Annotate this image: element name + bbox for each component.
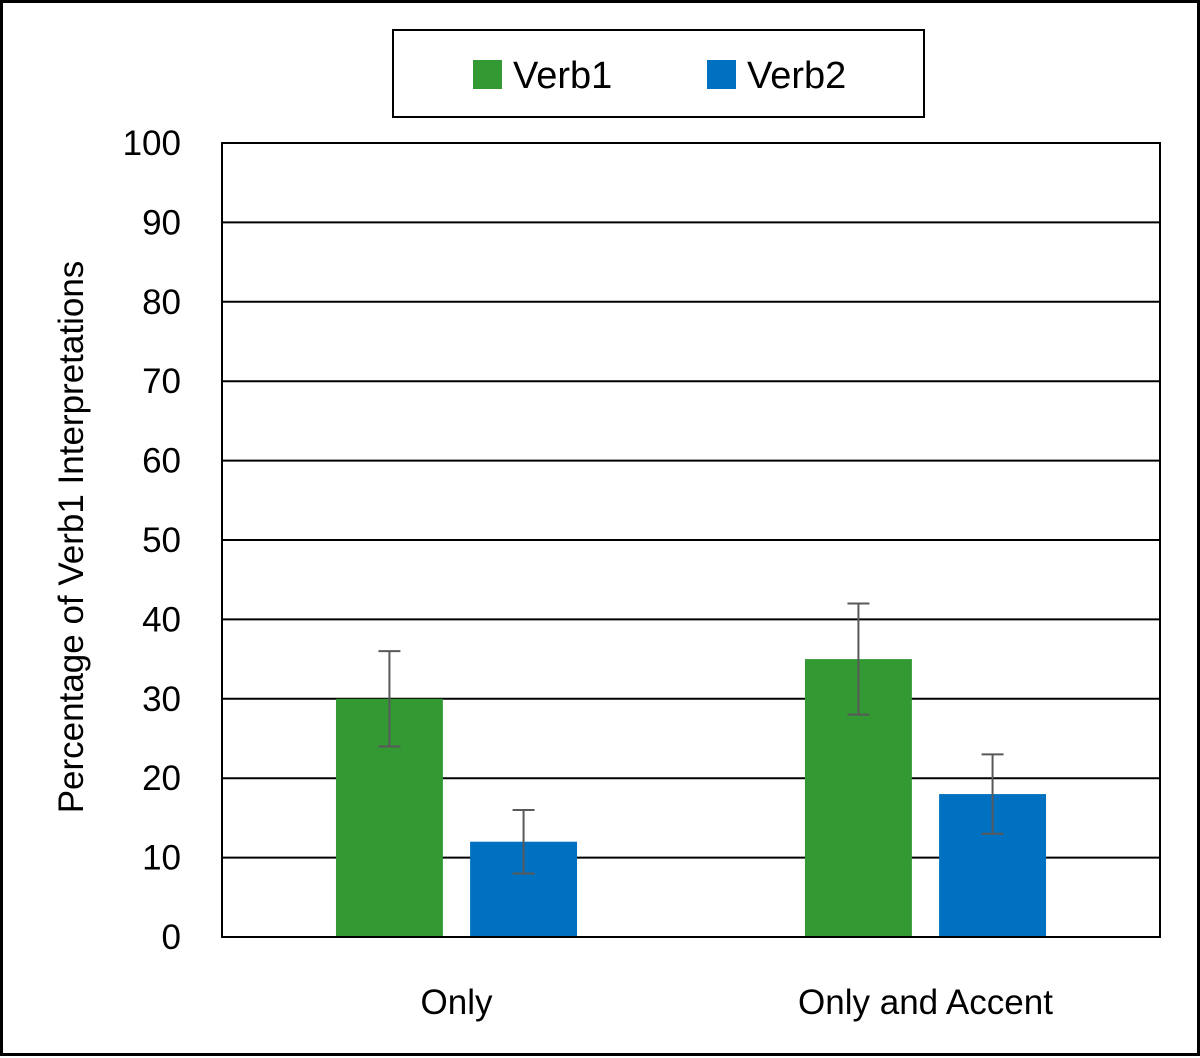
y-tick-label-70: 70 xyxy=(142,362,181,401)
plot-area-border xyxy=(221,142,1161,938)
x-tick-labels: Only Only and Accent xyxy=(421,983,1054,1022)
legend-label-verb1: Verb1 xyxy=(513,55,612,97)
bar-chart: Verb1 Verb2 Percentage of Verb1 Interpre… xyxy=(52,29,1161,1022)
y-tick-label-90: 90 xyxy=(142,203,181,242)
y-tick-labels: 0 10 20 30 40 50 60 70 80 90 100 xyxy=(123,124,181,957)
error-bar-verb1-only-and-accent xyxy=(847,602,870,716)
y-tick-label-60: 60 xyxy=(142,442,181,481)
error-bar-verb1-only xyxy=(378,650,401,748)
y-tick-label-80: 80 xyxy=(142,283,181,322)
x-tick-label-only-and-accent: Only and Accent xyxy=(798,983,1053,1022)
y-tick-label-40: 40 xyxy=(142,600,181,639)
y-tick-label-10: 10 xyxy=(142,839,181,878)
legend: Verb1 Verb2 xyxy=(392,29,925,118)
legend-swatch-verb1 xyxy=(473,60,502,89)
y-tick-label-20: 20 xyxy=(142,759,181,798)
y-tick-label-30: 30 xyxy=(142,680,181,719)
error-bars xyxy=(378,602,1004,875)
legend-label-verb2: Verb2 xyxy=(747,55,846,97)
y-tick-label-50: 50 xyxy=(142,521,181,560)
y-axis-title: Percentage of Verb1 Interpretations xyxy=(52,261,91,814)
error-bar-verb2-only xyxy=(512,808,535,875)
bars xyxy=(335,659,1047,937)
y-tick-label-0: 0 xyxy=(162,918,181,957)
y-tick-label-100: 100 xyxy=(123,124,181,163)
error-bar-verb2-only-and-accent xyxy=(981,753,1004,835)
x-tick-label-only: Only xyxy=(421,983,493,1022)
legend-swatch-verb2 xyxy=(707,60,736,89)
